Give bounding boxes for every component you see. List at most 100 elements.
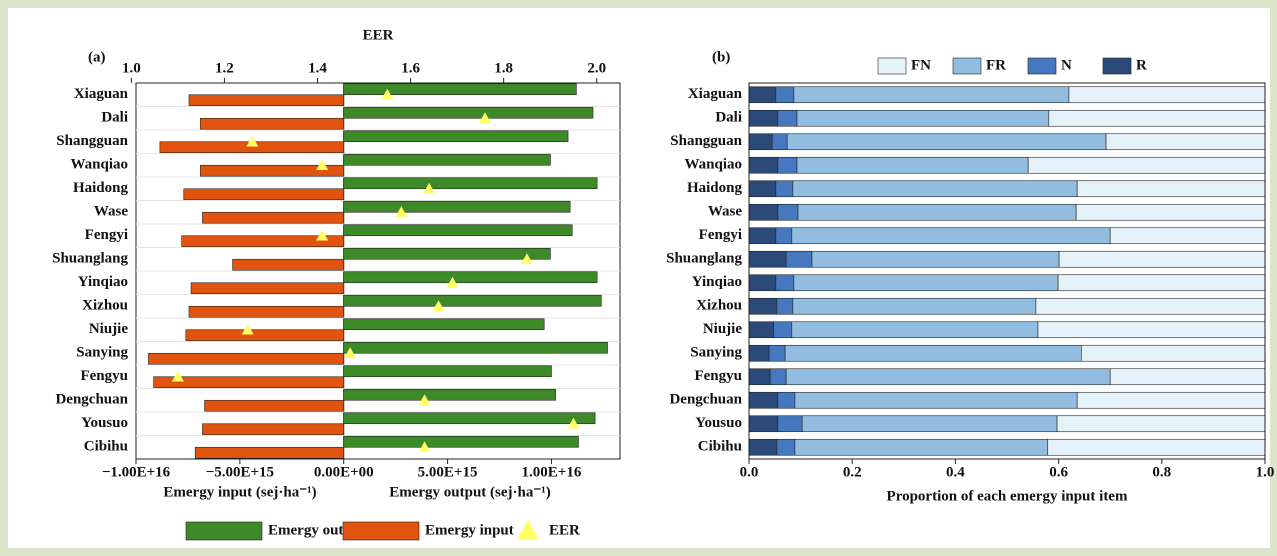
x2-tick-label: 1.6	[401, 60, 420, 76]
bar-segment	[785, 250, 813, 268]
bar-segment	[794, 438, 1049, 456]
y-tick-label: Haidong	[73, 180, 129, 196]
y-tick-label: Shangguan	[56, 133, 128, 149]
bar-segment	[773, 321, 793, 339]
bar-segment	[748, 156, 779, 174]
y-tick-label: Yinqiao	[692, 274, 742, 290]
bar-segment	[1056, 415, 1266, 433]
y-tick-label: Wanqiao	[684, 157, 742, 173]
y-tick-label: Yinqiao	[78, 274, 128, 290]
bar-segment	[811, 250, 1060, 268]
bar-segment	[792, 180, 1078, 198]
y-tick-label: Xizhou	[696, 298, 742, 314]
eer-marker	[316, 229, 329, 241]
bar-segment	[1081, 344, 1266, 362]
bar-segment	[1109, 227, 1266, 245]
y-tick-label: Wase	[94, 204, 129, 220]
bar-segment	[775, 180, 794, 198]
bar-segment	[748, 368, 771, 386]
bar	[343, 412, 596, 425]
bar	[343, 177, 598, 190]
x-tick-label: 0.4	[946, 464, 965, 480]
bar	[343, 130, 569, 143]
bar-segment	[1027, 156, 1266, 174]
bar-segment	[1057, 274, 1266, 292]
bar-segment	[1105, 133, 1266, 151]
y-tick-label: Fengyu	[694, 368, 742, 384]
bar	[343, 388, 556, 401]
bar-segment	[748, 438, 778, 456]
x-axis-label: Proportion of each emergy input item	[887, 488, 1128, 504]
y-tick-label: Dengchuan	[669, 392, 742, 408]
eer-marker	[395, 206, 408, 218]
y-tick-label: Dali	[715, 110, 742, 126]
bar-segment	[748, 227, 777, 245]
bar-segment	[776, 297, 794, 315]
eer-marker	[479, 112, 492, 124]
y-tick-label: Fengyu	[80, 368, 128, 384]
bar	[343, 271, 598, 284]
panel-label: (a)	[88, 49, 106, 65]
bar	[181, 235, 345, 248]
bar	[200, 164, 345, 177]
y-tick-label: Fengyi	[699, 227, 742, 243]
bar-segment	[793, 86, 1070, 104]
legend-label: EER	[549, 522, 580, 538]
bar-segment	[777, 156, 798, 174]
x2-axis-label: EER	[363, 27, 394, 43]
bar-segment	[748, 391, 779, 409]
bar-segment	[768, 344, 786, 362]
y-tick-label: Shuanglang	[52, 251, 128, 267]
y-tick-label: Shuanglang	[666, 251, 742, 267]
eer-marker	[423, 182, 436, 194]
x-tick-label: −1.00E+16	[102, 464, 171, 480]
bar-segment	[777, 203, 799, 221]
x-tick-label: 5.00E+15	[418, 464, 478, 480]
bar	[188, 305, 345, 318]
bar-segment	[1076, 180, 1266, 198]
x-tick-label: 1.00E+16	[522, 464, 582, 480]
y-tick-label: Dengchuan	[55, 392, 128, 408]
bar	[343, 106, 594, 119]
bar-segment	[794, 391, 1078, 409]
bar-segment	[796, 109, 1050, 127]
bar	[343, 200, 571, 213]
y-tick-label: Yousuo	[81, 415, 128, 431]
legend-label: Emergy input	[425, 522, 514, 538]
bar-segment	[785, 368, 1111, 386]
eer-marker	[241, 323, 254, 335]
bar	[343, 435, 579, 448]
bar-segment	[776, 438, 796, 456]
bar-segment	[777, 415, 803, 433]
bar-segment	[784, 344, 1082, 362]
eer-marker	[171, 370, 184, 382]
eer-marker	[344, 347, 357, 359]
x-tick-label: −5.00E+15	[206, 464, 274, 480]
bar	[343, 365, 552, 378]
y-tick-label: Xiaguan	[74, 86, 129, 102]
bar	[185, 329, 345, 342]
y-tick-label: Haidong	[687, 180, 743, 196]
bar	[343, 247, 551, 260]
bar	[343, 153, 551, 166]
bar-segment	[775, 274, 795, 292]
x-axis-label: Emergy input (sej·ha⁻¹)	[163, 484, 316, 500]
eer-marker	[520, 253, 533, 265]
y-tick-label: Dali	[101, 110, 128, 126]
bar-segment	[777, 391, 796, 409]
x-tick-label: 0.00E+00	[314, 464, 374, 480]
bar-segment	[1109, 368, 1266, 386]
bar-segment	[748, 109, 779, 127]
legend-swatch	[342, 521, 420, 541]
y-tick-label: Niujie	[89, 321, 129, 337]
bar-segment	[791, 321, 1039, 339]
x2-tick-label: 1.2	[215, 60, 234, 76]
legend-label: R	[1136, 57, 1147, 73]
x-tick-label: 1.0	[1256, 464, 1275, 480]
y-tick-label: Cibihu	[84, 439, 128, 455]
bar-segment	[1068, 86, 1266, 104]
legend-marker	[517, 520, 539, 540]
bar-segment	[775, 227, 793, 245]
bar-segment	[1075, 203, 1266, 221]
x-tick-label: 0.6	[1049, 464, 1068, 480]
